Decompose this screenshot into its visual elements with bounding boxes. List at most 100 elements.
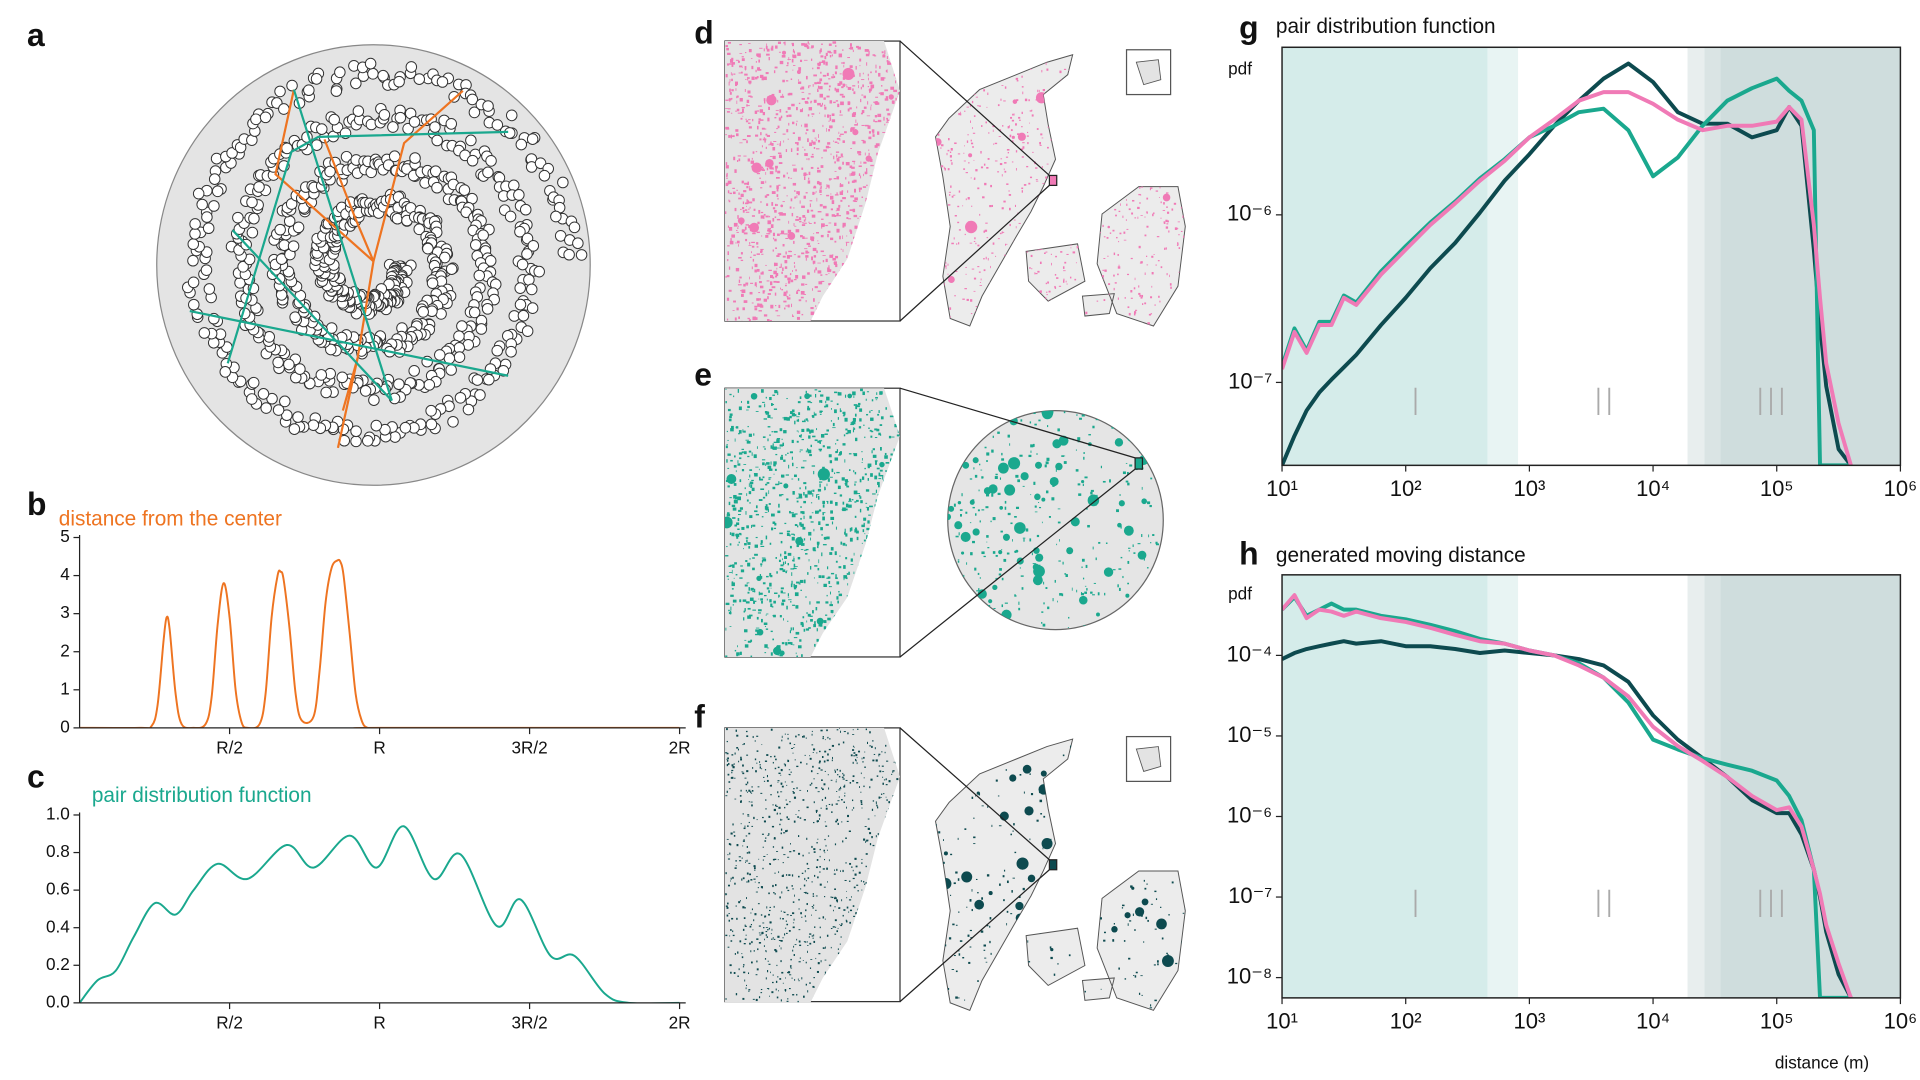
speckle	[1118, 587, 1121, 591]
speckle	[1058, 318, 1060, 321]
speckle	[856, 106, 858, 109]
orange-link	[372, 89, 464, 262]
speckle	[732, 507, 737, 511]
speckle	[1005, 318, 1007, 320]
speckle	[1151, 255, 1154, 258]
speckle	[852, 417, 856, 422]
speckle	[840, 248, 843, 250]
point	[250, 113, 262, 126]
speckle	[807, 400, 811, 403]
speckle	[1078, 129, 1080, 131]
cluster	[795, 537, 804, 546]
speckle	[771, 403, 773, 406]
speckle	[1098, 227, 1101, 230]
speckle	[848, 205, 850, 207]
speckle	[1126, 273, 1130, 276]
speckle	[819, 481, 823, 483]
speckle	[751, 825, 754, 827]
speckle	[800, 466, 805, 469]
speckle	[825, 404, 829, 408]
speckle	[1080, 321, 1082, 324]
cluster	[1070, 517, 1080, 527]
speckle	[735, 267, 740, 272]
point	[462, 403, 475, 416]
point	[519, 203, 532, 216]
speckle	[1141, 534, 1143, 538]
speckle	[830, 208, 834, 211]
speckle	[995, 473, 998, 476]
speckle	[866, 527, 870, 531]
speckle	[1064, 118, 1067, 121]
speckle	[778, 184, 781, 186]
speckle	[869, 175, 874, 177]
speckle	[844, 479, 847, 483]
speckle	[784, 284, 787, 287]
speckle	[814, 137, 817, 139]
speckle	[1080, 592, 1084, 596]
speckle	[770, 445, 773, 449]
speckle	[765, 504, 768, 507]
speckle	[1031, 268, 1033, 270]
speckle	[966, 90, 969, 93]
speckle	[762, 290, 765, 294]
speckle	[727, 182, 730, 185]
point	[377, 69, 389, 82]
speckle	[1128, 312, 1131, 316]
speckle	[849, 537, 853, 542]
speckle	[1178, 234, 1180, 236]
speckle	[738, 541, 740, 544]
speckle	[993, 607, 996, 610]
point	[482, 100, 494, 112]
speckle	[812, 192, 816, 194]
speckle	[866, 168, 868, 172]
speckle	[767, 414, 771, 418]
speckle	[1000, 530, 1003, 533]
speckle	[1052, 598, 1054, 602]
speckle	[761, 271, 764, 273]
speckle	[765, 463, 767, 467]
speckle	[777, 197, 779, 200]
speckle	[796, 500, 799, 503]
speckle	[1018, 222, 1021, 224]
speckle	[1149, 156, 1151, 159]
speckle	[804, 153, 808, 157]
speckle	[833, 49, 837, 54]
speckle	[727, 225, 730, 228]
speckle	[872, 132, 875, 134]
speckle	[790, 512, 794, 514]
speckle	[1073, 100, 1075, 103]
speckle	[1029, 290, 1032, 292]
speckle	[965, 83, 968, 86]
speckle	[1023, 538, 1025, 542]
speckle	[816, 148, 820, 150]
speckle	[839, 184, 844, 187]
point	[429, 121, 441, 133]
speckle	[1063, 68, 1067, 70]
speckle	[738, 256, 742, 259]
speckle	[781, 271, 783, 274]
speckle	[746, 845, 748, 848]
speckle	[842, 507, 846, 512]
speckle	[816, 169, 821, 173]
speckle	[1156, 624, 1159, 628]
speckle	[1159, 114, 1161, 117]
speckle	[869, 81, 873, 85]
speckle	[842, 840, 844, 843]
speckle	[976, 434, 979, 438]
speckle	[1120, 525, 1122, 529]
speckle	[849, 209, 853, 211]
speckle	[749, 515, 753, 519]
point	[368, 394, 380, 406]
speckle	[1030, 494, 1032, 496]
speckle	[755, 284, 757, 288]
point	[483, 373, 495, 386]
speckle	[1140, 194, 1142, 196]
speckle	[936, 223, 938, 227]
speckle	[857, 46, 861, 50]
speckle	[953, 503, 956, 507]
speckle	[783, 186, 786, 189]
speckle	[824, 223, 825, 227]
speckle	[803, 176, 806, 181]
speckle	[736, 229, 738, 231]
speckle	[808, 394, 812, 397]
